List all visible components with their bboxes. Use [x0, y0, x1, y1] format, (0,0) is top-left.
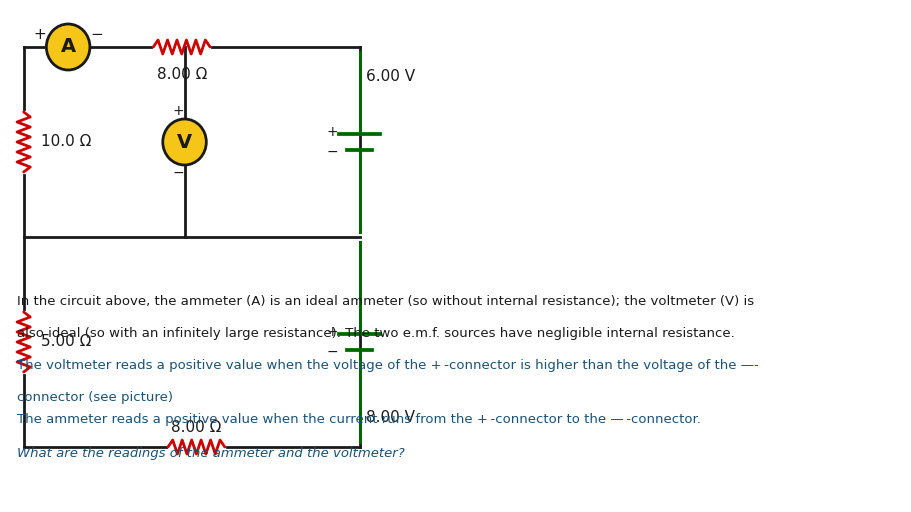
Text: −: −: [326, 145, 338, 159]
Text: also ideal (so with an infinitely large resistance). The two e.m.f. sources have: also ideal (so with an infinitely large …: [17, 328, 734, 340]
Text: −: −: [172, 166, 183, 180]
Text: A: A: [60, 37, 76, 56]
Text: V: V: [177, 133, 192, 152]
Text: +: +: [172, 104, 183, 118]
Text: −: −: [90, 28, 103, 42]
Text: The voltmeter reads a positive value when the voltage of the + -connector is hig: The voltmeter reads a positive value whe…: [17, 359, 758, 373]
Text: 8.00 Ω: 8.00 Ω: [171, 420, 221, 435]
Text: 8.00 Ω: 8.00 Ω: [157, 67, 207, 82]
Text: In the circuit above, the ammeter (A) is an ideal ammeter (so without internal r: In the circuit above, the ammeter (A) is…: [17, 295, 753, 309]
Text: −: −: [326, 345, 338, 359]
Text: 5.00 Ω: 5.00 Ω: [41, 334, 91, 350]
Circle shape: [162, 119, 206, 165]
Text: 10.0 Ω: 10.0 Ω: [41, 135, 91, 150]
Text: 6.00 V: 6.00 V: [366, 69, 415, 84]
Text: connector (see picture): connector (see picture): [17, 392, 173, 404]
Text: +: +: [326, 125, 338, 139]
Circle shape: [46, 24, 90, 70]
Text: +: +: [326, 325, 338, 339]
Text: +: +: [34, 28, 46, 42]
Text: 8.00 V: 8.00 V: [366, 410, 415, 425]
Text: What are the readings of the ammeter and the voltmeter?: What are the readings of the ammeter and…: [17, 447, 404, 460]
Text: The ammeter reads a positive value when the current runs from the + -connector t: The ammeter reads a positive value when …: [17, 413, 701, 425]
